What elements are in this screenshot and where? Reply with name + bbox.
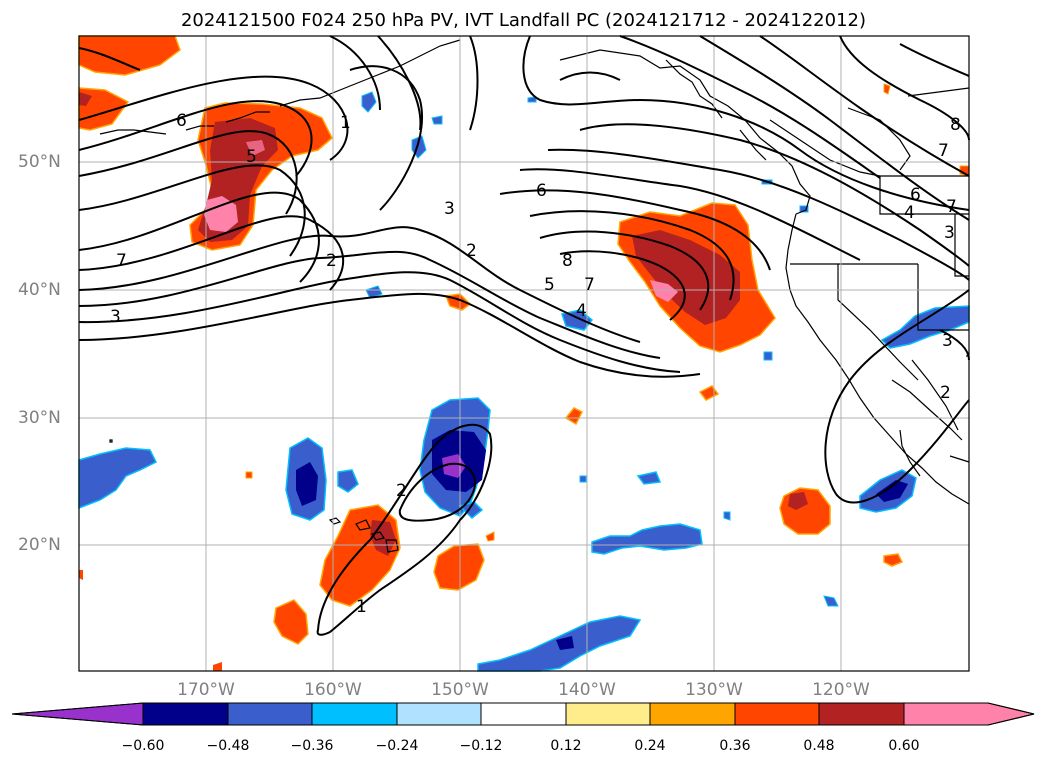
- colorbar-tick-label: −0.24: [375, 738, 419, 754]
- contour-label: 6: [536, 181, 547, 201]
- colorbar-tick-label: −0.48: [206, 738, 250, 754]
- contour-label: 5: [544, 275, 555, 295]
- contour-label: 1: [356, 597, 367, 617]
- colorbar-cell: [903, 702, 1035, 726]
- pc-shading: [78, 35, 970, 672]
- lon-label: 170°W: [177, 680, 235, 700]
- contour-label: 2: [326, 251, 337, 271]
- contour-label: 7: [938, 141, 949, 161]
- colorbar-cell: [818, 702, 905, 726]
- contour-label: 2: [396, 481, 407, 501]
- contour-label: 5: [246, 147, 257, 167]
- lat-label: 30°N: [18, 408, 61, 428]
- contour-label: 3: [110, 307, 121, 327]
- contour-label: 3: [944, 223, 955, 243]
- colorbar-tick-label: 0.36: [719, 738, 751, 754]
- colorbar-tick-label: 0.12: [550, 738, 582, 754]
- contour-label: 8: [562, 251, 573, 271]
- contour-label: 8: [950, 115, 961, 135]
- contour-label: 7: [946, 197, 957, 217]
- graticule: [79, 36, 969, 671]
- colorbar-cell: [649, 702, 736, 726]
- lon-label: 120°W: [812, 680, 870, 700]
- lon-label: 150°W: [431, 680, 489, 700]
- negative-anomaly-far-west: [78, 447, 158, 510]
- contour-label: 1: [340, 113, 351, 133]
- positive-anomaly-nw-corner: [78, 35, 181, 76]
- colorbar-tick-label: 0.24: [634, 738, 666, 754]
- colorbar-cell: [480, 702, 567, 726]
- colorbar-cell: [734, 702, 820, 726]
- lon-label: 160°W: [304, 680, 362, 700]
- contour-label: 3: [444, 199, 455, 219]
- lon-label: 140°W: [558, 680, 616, 700]
- lat-label: 40°N: [18, 280, 61, 300]
- lat-label: 20°N: [18, 535, 61, 555]
- contour-label: 7: [116, 251, 127, 271]
- colorbar: [11, 702, 1035, 726]
- contour-label: 7: [584, 275, 595, 295]
- colorbar-cell: [227, 702, 313, 726]
- colorbar-cell: [565, 702, 651, 726]
- colorbar-cell: [311, 702, 398, 726]
- map-title: 2024121500 F024 250 hPa PV, IVT Landfall…: [180, 10, 867, 31]
- contour-label: 2: [940, 383, 951, 403]
- contour-label: 2: [466, 241, 477, 261]
- contour-label: 4: [904, 203, 915, 223]
- lat-label: 50°N: [18, 152, 61, 172]
- pv-contours: [78, 35, 970, 636]
- colorbar-tick-label: 0.60: [888, 738, 920, 754]
- contour-label: 4: [576, 301, 587, 321]
- lon-label: 130°W: [685, 680, 743, 700]
- positive-anomaly-mexico: [779, 487, 831, 535]
- contour-label: 6: [910, 185, 921, 205]
- colorbar-cell: [142, 702, 229, 726]
- colorbar-tick-label: 0.48: [803, 738, 835, 754]
- colorbar-tick-label: −0.12: [459, 738, 503, 754]
- contour-label: 3: [942, 331, 953, 351]
- contour-label: 6: [176, 111, 187, 131]
- colorbar-cell: [396, 702, 482, 726]
- plot-frame: [78, 35, 970, 672]
- colorbar-tick-label: −0.36: [290, 738, 334, 754]
- colorbar-tick-label: −0.60: [121, 738, 165, 754]
- colorbar-cell: [11, 702, 144, 726]
